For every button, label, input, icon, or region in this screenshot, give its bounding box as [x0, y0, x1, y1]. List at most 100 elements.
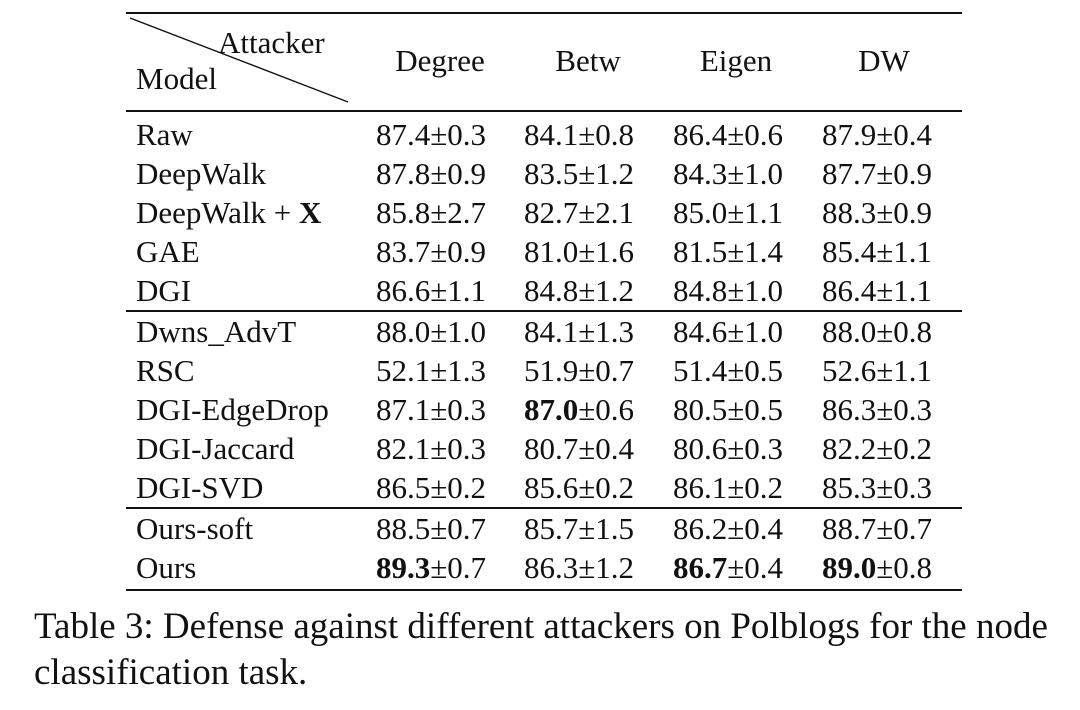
- model-name-text: Raw: [136, 117, 193, 152]
- cell-mean: 83.5: [524, 156, 579, 191]
- cell-std: ±1.2: [578, 550, 635, 585]
- top-rule: [126, 12, 962, 14]
- cell-mean: 88.5: [376, 511, 431, 546]
- table-cell: 87.0±0.6: [524, 392, 634, 427]
- table-cell: 88.3±0.9: [822, 195, 932, 230]
- cell-mean: 86.1: [673, 470, 728, 505]
- cell-std: ±0.8: [876, 314, 933, 349]
- cell-mean: 82.2: [822, 431, 877, 466]
- table-row: DGI-Jaccard 82.1±0.3 80.7±0.4 80.6±0.3 82.2±…: [126, 429, 962, 468]
- corner-diagonal-line: [129, 17, 349, 103]
- cell-std: ±1.5: [578, 511, 635, 546]
- cell-mean: 80.5: [673, 392, 728, 427]
- header-rule: [126, 110, 962, 112]
- table-cell: 51.9±0.7: [524, 353, 634, 388]
- table-row: Ours-soft 88.5 ±0.7 85.7±1.5 86.2±0.4 88.7±0.…: [126, 509, 962, 548]
- table-cell: 85.8±2.7: [376, 195, 486, 230]
- cell-mean: 84.1: [524, 117, 579, 152]
- cell-std: ±0.4: [727, 511, 784, 546]
- cell-std: ±0.3: [430, 392, 487, 427]
- cell-std: ±1.1: [876, 234, 933, 269]
- cell-std: ±0.3: [876, 470, 933, 505]
- model-name: Ours-soft: [136, 511, 253, 546]
- cell-mean: 82.7: [524, 195, 579, 230]
- cell-std: ±0.8: [578, 117, 635, 152]
- table-cell: 85.6±0.2: [524, 470, 634, 505]
- table-cell: 87.7±0.9: [822, 156, 932, 191]
- cell-std: ±0.5: [727, 392, 784, 427]
- cell-std: ±0.2: [727, 470, 784, 505]
- cell-std: ±0.9: [430, 156, 487, 191]
- cell-mean: 85.7: [524, 511, 579, 546]
- cell-std: ±0.3: [727, 431, 784, 466]
- table-cell: 88.0±0.8: [822, 314, 932, 349]
- model-name-text: Ours: [136, 550, 197, 585]
- cell-std: ±1.0: [727, 314, 784, 349]
- table-row: DGI 86.6±1.1 84.8±1.2 84.8±1.0 86.4±1.1: [126, 271, 962, 310]
- model-name-text: RSC: [136, 353, 195, 388]
- column-header-betw: Betw: [555, 43, 621, 78]
- table-cell: 84.6±1.0: [673, 314, 783, 349]
- table-cell: 85.4±1.1: [822, 234, 932, 269]
- cell-mean: 88.3: [822, 195, 877, 230]
- model-name-text: DeepWalk: [136, 156, 267, 191]
- cell-std: ±0.6: [578, 392, 635, 427]
- table-cell: 52.6±1.1: [822, 353, 932, 388]
- attacker-axis-label: Attacker: [218, 25, 325, 60]
- table-cell: 87.9±0.4: [822, 117, 932, 152]
- cell-std: ±0.4: [578, 431, 635, 466]
- cell-std: ±0.9: [876, 195, 933, 230]
- table-cell: 80.7±0.4: [524, 431, 634, 466]
- table-cell: 84.1±1.3: [524, 314, 634, 349]
- cell-std: ±1.2: [578, 273, 635, 308]
- table-cell: 52.1±1.3: [376, 353, 486, 388]
- table-cell: 84.1±0.8: [524, 117, 634, 152]
- model-name-text: DeepWalk +: [136, 195, 300, 230]
- cell-std: ±0.3: [430, 117, 487, 152]
- table-cell: 86.3±0.3: [822, 392, 932, 427]
- table-cell: 82.2±0.2: [822, 431, 932, 466]
- cell-std: ±0.3: [876, 392, 933, 427]
- table-cell: 86.4±0.6: [673, 117, 783, 152]
- cell-std: ±0.2: [430, 470, 487, 505]
- cell-mean: 86.2: [673, 511, 728, 546]
- table-cell: 51.4±0.5: [673, 353, 783, 388]
- corner-header-cell: Attacker Model: [126, 12, 356, 110]
- cell-std: ±0.8: [876, 550, 933, 585]
- cell-mean: 85.4: [822, 234, 877, 269]
- model-name: Dwns_AdvT: [136, 314, 296, 349]
- cell-std: ±0.2: [578, 470, 635, 505]
- group-separator-rule: [126, 310, 962, 312]
- cell-mean: 88.0: [822, 314, 877, 349]
- cell-mean: 85.8: [376, 195, 431, 230]
- cell-std: ±0.4: [727, 550, 784, 585]
- table-cell: 86.4±1.1: [822, 273, 932, 308]
- cell-mean: 51.9: [524, 353, 579, 388]
- cell-std: ±0.9: [876, 156, 933, 191]
- table-cell: 82.7±2.1: [524, 195, 634, 230]
- model-name-text: DGI-SVD: [136, 470, 264, 505]
- table-cell: 81.5±1.4: [673, 234, 783, 269]
- table-cell: 85.7±1.5: [524, 511, 634, 546]
- table-row: DGI-EdgeDrop 87.1±0.3 87.0±0.6 80.5±0.5 86.3…: [126, 390, 962, 429]
- table-cell: 88.7±0.7: [822, 511, 932, 546]
- cell-std: ±0.5: [727, 353, 784, 388]
- table-row: Ours 89.3±0.7 86.3±1.2 86.7±0.4 89.0±0.8: [126, 548, 962, 587]
- table-cell: 83.5±1.2: [524, 156, 634, 191]
- table-caption: Table 3: Defense against different attac…: [34, 606, 1048, 693]
- table-cell: 80.5±0.5: [673, 392, 783, 427]
- table-row: DGI-SVD 86.5±0.2 85.6±0.2 86.1±0.2 85.3±0.3: [126, 468, 962, 507]
- cell-mean: 88.7: [822, 511, 877, 546]
- model-name-text: DGI: [136, 273, 192, 308]
- cell-std: ±0.9: [430, 234, 487, 269]
- table-cell: 89.0±0.8: [822, 550, 932, 585]
- cell-std: ±1.2: [578, 156, 635, 191]
- cell-std: ±0.7: [876, 511, 933, 546]
- table-cell: 86.7±0.4: [673, 550, 783, 585]
- cell-std: ±1.6: [578, 234, 635, 269]
- model-name: Ours: [136, 550, 196, 585]
- cell-std: ±1.3: [578, 314, 635, 349]
- cell-mean: 84.8: [673, 273, 728, 308]
- table-cell: 83.7±0.9: [376, 234, 486, 269]
- cell-std: ±1.1: [727, 195, 784, 230]
